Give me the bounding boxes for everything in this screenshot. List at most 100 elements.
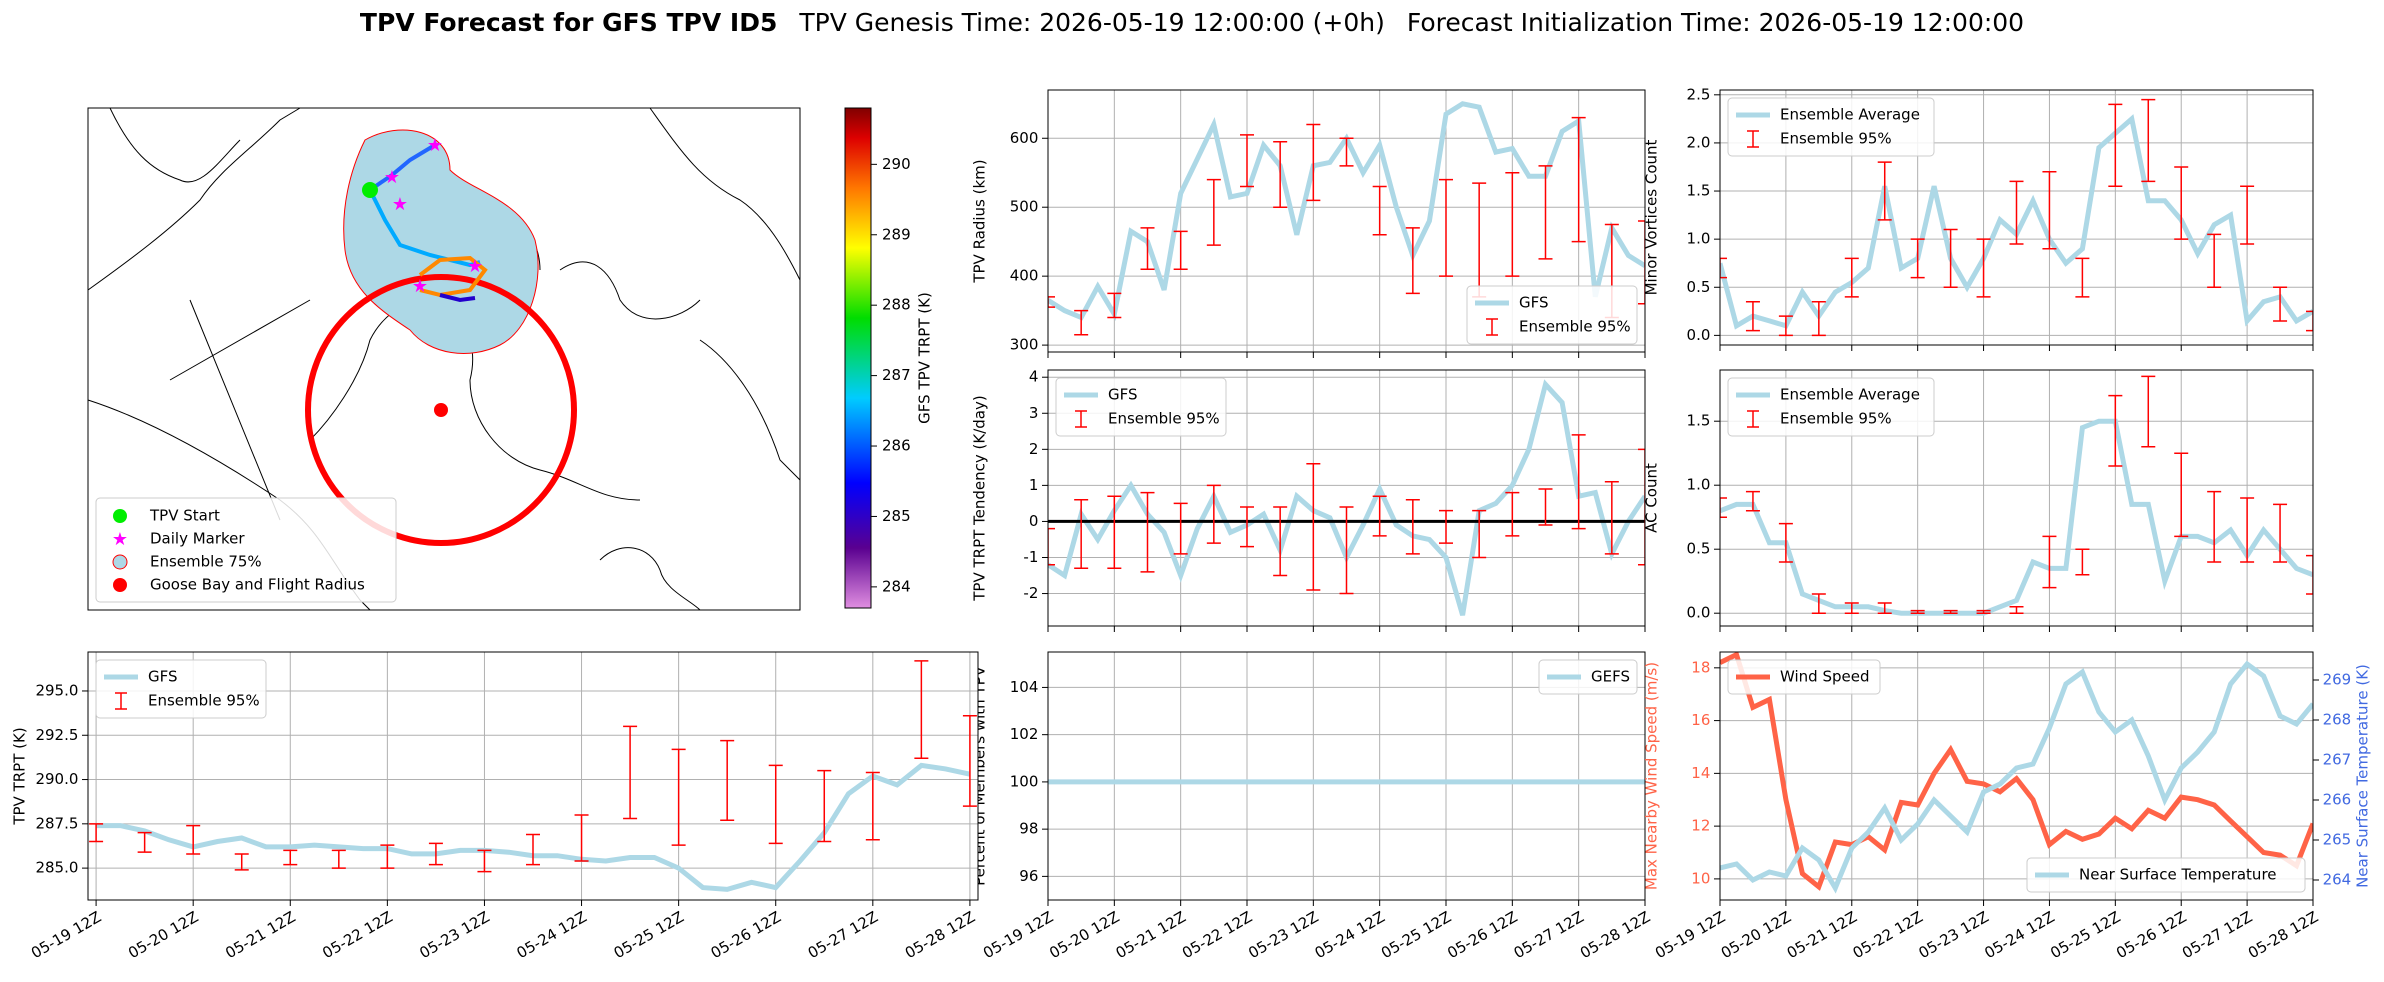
x-tick-label: 05-20 12Z bbox=[1718, 908, 1794, 962]
error-bar bbox=[2207, 233, 2222, 289]
error-bar bbox=[1048, 527, 1055, 566]
legend-label: GEFS bbox=[1591, 668, 1630, 686]
map-legend-entries: TPV Start ★ Daily Marker Ensemble 75% Goose … bbox=[112, 507, 365, 594]
legend-label: GFS bbox=[1519, 294, 1549, 312]
genesis-time: TPV Genesis Time: 2026-05-19 12:00:00 (+… bbox=[798, 8, 1385, 37]
x-tick-label: 05-27 12Z bbox=[805, 908, 881, 962]
error-bar bbox=[1976, 609, 1991, 614]
y-tick-label: 1.0 bbox=[1687, 230, 1711, 248]
error-bar bbox=[1745, 490, 1760, 512]
plot-frame bbox=[1047, 369, 1646, 627]
y-tick-label: 104 bbox=[1010, 678, 1039, 696]
error-bar bbox=[1720, 497, 1727, 518]
legend-label: Wind Speed bbox=[1780, 668, 1870, 686]
error-bar bbox=[380, 844, 395, 869]
error-bar bbox=[2009, 606, 2024, 614]
y-tick-label: 16 bbox=[1691, 711, 1710, 729]
x-tick-label: 05-24 12Z bbox=[1981, 908, 2057, 962]
error-bar bbox=[1339, 506, 1354, 595]
legend-label: Ensemble 95% bbox=[1108, 410, 1220, 428]
y-tick-label: 3 bbox=[1029, 404, 1039, 422]
figure-title: TPV Forecast for GFS TPV ID5 TPV Genesis … bbox=[360, 8, 2024, 37]
y-tick-label: 2 bbox=[1029, 440, 1039, 458]
y-tick-label: 102 bbox=[1010, 725, 1039, 743]
legend-marker: ★ bbox=[112, 529, 128, 550]
error-bar bbox=[234, 853, 249, 871]
y-tick-label: 100 bbox=[1010, 772, 1039, 790]
error-bar bbox=[720, 739, 735, 822]
y-axis-label: Max Nearby Wind Speed (m/s) bbox=[1643, 662, 1661, 890]
flight-radius bbox=[305, 274, 577, 546]
y-tick-label: 268 bbox=[2323, 711, 2352, 729]
y-tick-label: 600 bbox=[1010, 129, 1039, 147]
y-tick-label: 1.5 bbox=[1687, 182, 1711, 200]
x-tick-label: 05-22 12Z bbox=[1179, 908, 1255, 962]
error-bar bbox=[1472, 509, 1487, 559]
y-tick-label: 0.5 bbox=[1687, 540, 1711, 558]
x-tick-label: 05-28 12Z bbox=[902, 908, 978, 962]
legend-label: Ensemble Average bbox=[1780, 386, 1920, 404]
y-tick-label: 292.5 bbox=[35, 726, 78, 744]
legend-marker bbox=[113, 509, 127, 523]
error-bar bbox=[1240, 134, 1254, 188]
y-tick-label: 1.0 bbox=[1687, 476, 1711, 494]
error-bar bbox=[1273, 140, 1288, 208]
error-bar bbox=[1439, 178, 1453, 277]
error-bar bbox=[1571, 116, 1586, 243]
y-tick-label: 12 bbox=[1691, 817, 1710, 835]
error-bar bbox=[1910, 238, 1925, 279]
y-tick-label: -2 bbox=[1023, 584, 1038, 602]
x-tick-label: 05-19 12Z bbox=[1652, 908, 1728, 962]
error-bar bbox=[1720, 257, 1727, 279]
svg-text:★: ★ bbox=[412, 276, 428, 297]
y-tick-label: 2.0 bbox=[1687, 133, 1711, 151]
plot-frame bbox=[1719, 369, 2314, 627]
error-bar bbox=[1943, 228, 1958, 289]
error-bar bbox=[1306, 123, 1321, 202]
map-legend bbox=[95, 497, 397, 603]
y-tick-label: 0.5 bbox=[1687, 278, 1711, 296]
x-tick-label: 05-25 12Z bbox=[611, 908, 687, 962]
y-tick-label: 4 bbox=[1029, 368, 1039, 386]
error-bar bbox=[2075, 257, 2090, 298]
y-tick-label: 265 bbox=[2323, 831, 2352, 849]
error-bar bbox=[2042, 535, 2057, 589]
y-tick-label: 18 bbox=[1691, 658, 1710, 676]
colorbar-tick-label: 290 bbox=[882, 155, 911, 173]
x-tick-label: 05-21 12Z bbox=[1784, 908, 1860, 962]
error-bar bbox=[2273, 286, 2288, 322]
error-bar bbox=[2240, 185, 2255, 245]
legend-label: GFS bbox=[148, 668, 178, 686]
error-bar bbox=[1372, 495, 1387, 537]
svg-text:★: ★ bbox=[427, 135, 443, 156]
colorbar-tick-label: 285 bbox=[882, 507, 911, 525]
colorbar-tick-label: 286 bbox=[882, 437, 911, 455]
error-bar bbox=[1538, 488, 1553, 526]
y-tick-label: 300 bbox=[1010, 336, 1039, 354]
error-bar bbox=[2174, 166, 2189, 240]
x-tick-label: 05-28 12Z bbox=[1577, 908, 1653, 962]
y-tick-label: 400 bbox=[1010, 267, 1039, 285]
x-tick-label: 05-27 12Z bbox=[1511, 908, 1587, 962]
error-bar bbox=[1604, 481, 1619, 555]
x-tick-label: 05-26 12Z bbox=[2113, 908, 2189, 962]
coastlines bbox=[87, 107, 801, 611]
error-bar bbox=[2108, 394, 2123, 467]
x-tick-label: 05-22 12Z bbox=[1850, 908, 1926, 962]
error-bar bbox=[1538, 165, 1553, 260]
error-bar bbox=[1372, 185, 1387, 236]
error-bar bbox=[2207, 490, 2222, 563]
y-tick-label: 0.0 bbox=[1687, 326, 1711, 344]
goose-bay bbox=[434, 403, 448, 417]
map: ★ ★ ★ ★ ★ TPV Start ★ Daily Marker Ensemble… bbox=[87, 107, 801, 611]
error-bar bbox=[671, 748, 686, 846]
y-tick-label: 2.5 bbox=[1687, 85, 1711, 103]
error-bar bbox=[1877, 161, 1892, 221]
error-bar bbox=[623, 725, 638, 820]
error-bar bbox=[283, 849, 298, 866]
title: TPV Forecast for GFS TPV ID5 bbox=[360, 8, 777, 37]
error-bar bbox=[428, 842, 443, 866]
legend: Ensemble Average Ensemble 95% bbox=[1727, 97, 1935, 157]
error-bar bbox=[1306, 462, 1321, 591]
legend-marker bbox=[113, 578, 127, 592]
